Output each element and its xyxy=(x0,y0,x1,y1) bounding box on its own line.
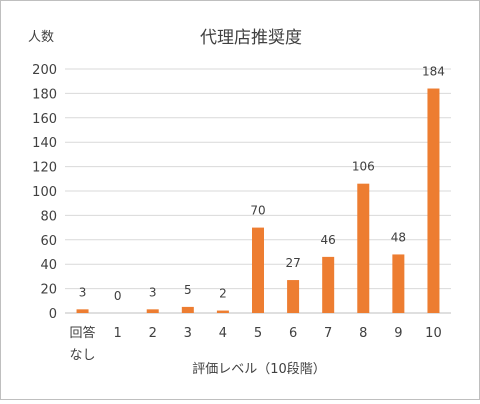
bar xyxy=(252,227,264,313)
bar xyxy=(76,309,89,313)
x-category-label: なし xyxy=(70,348,96,363)
y-axis-label: 人数 xyxy=(28,30,54,45)
bar xyxy=(427,88,440,314)
data-labels: 3 0 3 5 2 70 27 46 106 48 184 xyxy=(79,65,445,303)
x-category-label: 7 xyxy=(324,326,332,341)
x-category-label: 6 xyxy=(289,326,297,341)
bar xyxy=(287,280,300,313)
x-category-label: 5 xyxy=(254,326,262,341)
data-label: 3 xyxy=(79,285,87,299)
x-category-label: 4 xyxy=(219,326,227,341)
bar xyxy=(181,306,194,313)
x-category-label: 回答 xyxy=(70,325,96,341)
y-axis-ticks: 0 20 40 60 80 100 120 140 160 180 200 xyxy=(32,63,57,322)
y-tick-label: 60 xyxy=(40,234,57,249)
y-tick-label: 20 xyxy=(40,283,57,298)
x-axis-title: 評価レベル（10段階） xyxy=(192,362,326,377)
y-tick-label: 160 xyxy=(32,112,57,127)
y-tick-label: 180 xyxy=(32,87,57,102)
y-tick-label: 80 xyxy=(40,209,57,224)
y-tick-label: 200 xyxy=(32,63,57,78)
x-category-label: 10 xyxy=(425,326,442,341)
bar xyxy=(146,309,159,313)
y-tick-label: 100 xyxy=(32,185,57,200)
data-label: 3 xyxy=(149,285,157,299)
y-tick-label: 0 xyxy=(49,307,57,322)
x-category-label: 3 xyxy=(184,326,192,341)
bar xyxy=(322,256,335,313)
data-label: 184 xyxy=(422,65,445,79)
bar xyxy=(357,183,370,313)
x-category-label: 1 xyxy=(113,326,121,341)
data-label: 2 xyxy=(219,287,227,301)
x-category-label: 9 xyxy=(394,326,402,341)
y-tick-label: 120 xyxy=(32,161,57,176)
bars xyxy=(76,88,440,314)
data-label: 0 xyxy=(114,289,122,303)
chart-title: 代理店推奨度 xyxy=(200,28,302,48)
gridlines xyxy=(65,68,451,314)
data-label: 48 xyxy=(391,230,406,244)
x-category-label: 8 xyxy=(359,326,367,341)
y-tick-label: 140 xyxy=(32,136,57,151)
bar xyxy=(392,254,405,313)
data-label: 5 xyxy=(184,283,192,297)
y-tick-label: 40 xyxy=(40,258,57,273)
data-label: 106 xyxy=(352,160,375,174)
data-label: 70 xyxy=(250,204,265,218)
x-category-label: 2 xyxy=(149,326,157,341)
data-label: 27 xyxy=(285,256,300,270)
data-label: 46 xyxy=(321,233,336,247)
bar xyxy=(216,310,229,313)
